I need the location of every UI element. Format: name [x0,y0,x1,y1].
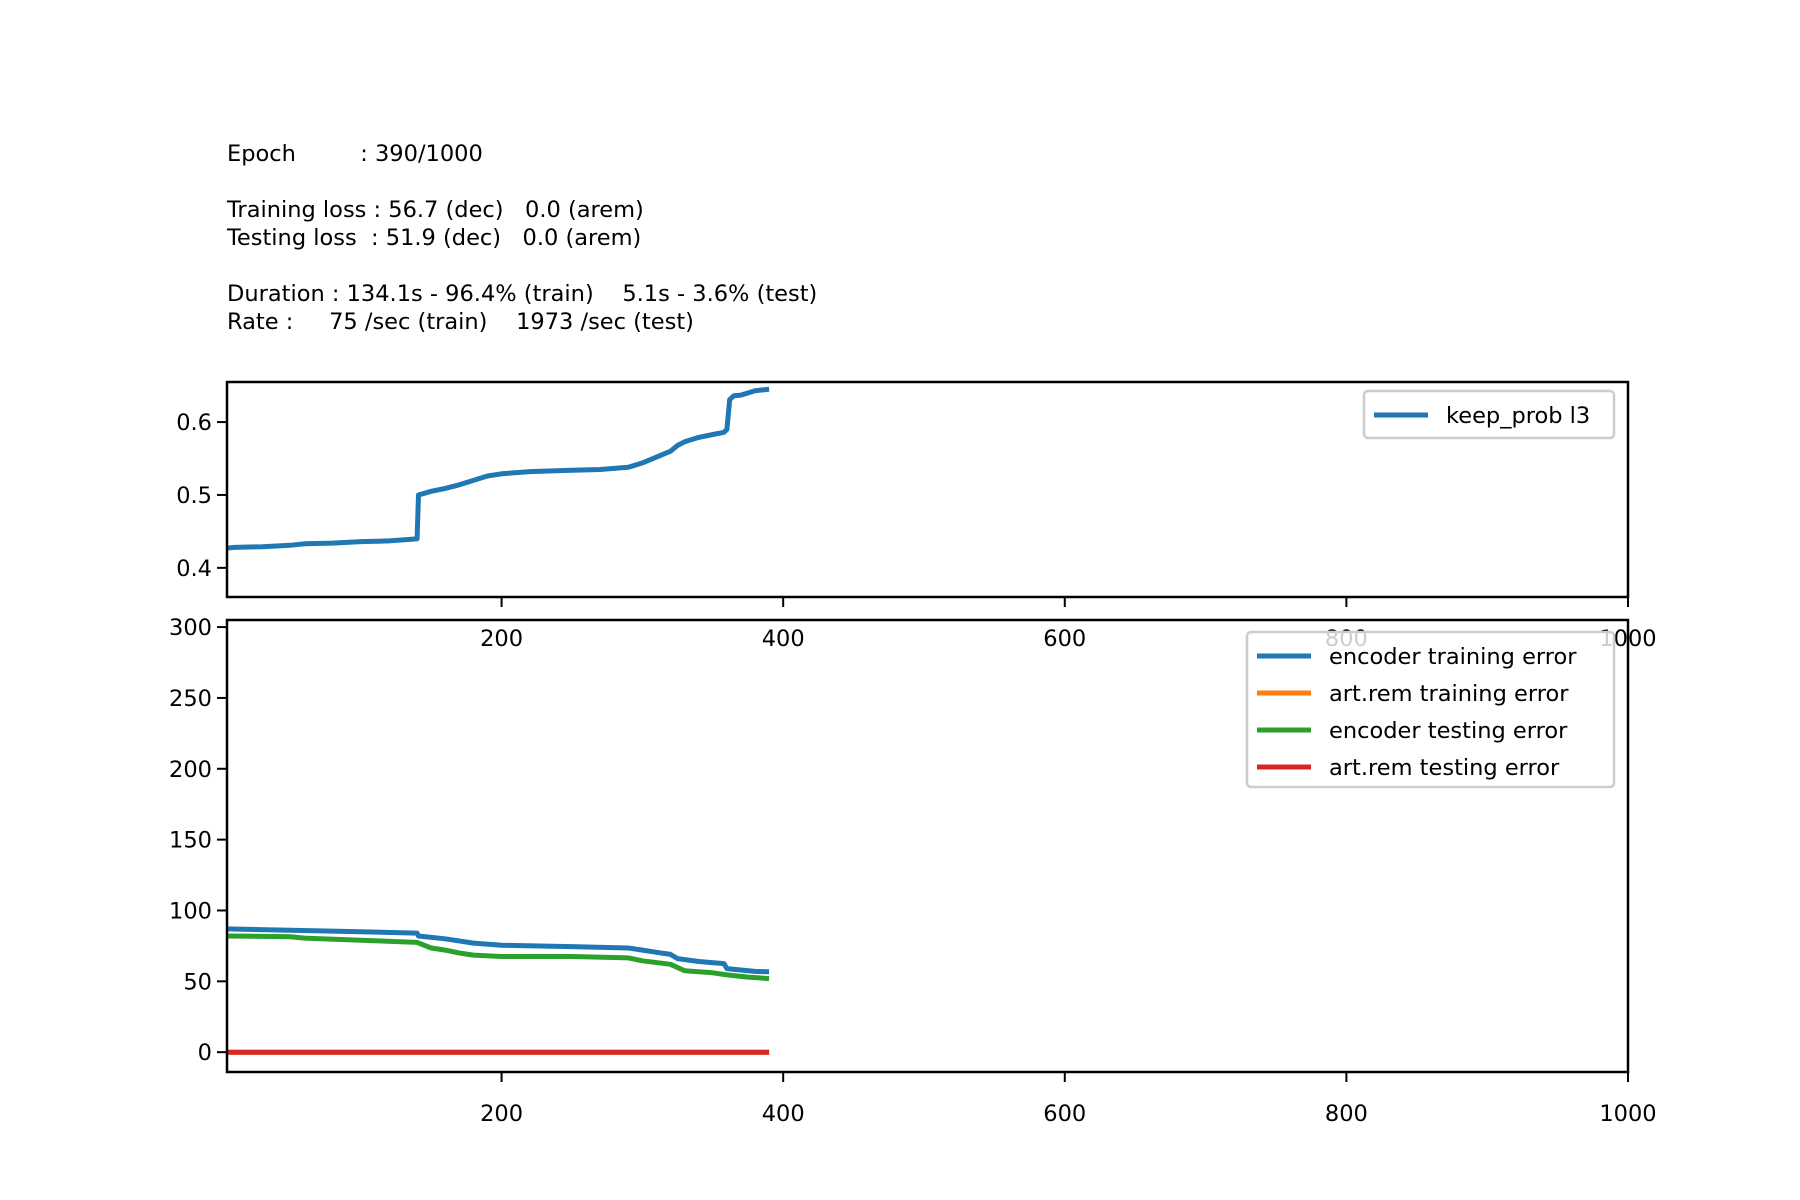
epoch-line: Epoch : 390/1000 [227,141,483,167]
y-tick-label: 250 [169,686,212,712]
x-tick-label: 600 [1043,1101,1086,1127]
training-loss-line: Training loss : 56.7 (dec) 0.0 (arem) [227,197,644,223]
y-tick-label: 50 [183,969,212,995]
legend: keep_prob l3 [1362,389,1616,440]
y-tick-label: 0 [198,1040,212,1066]
series-line-3 [226,933,770,982]
training-summary: Epoch : 390/1000 Training loss : 56.7 (d… [227,140,817,336]
x-tick-label: 800 [1325,1101,1368,1127]
x-tick-label: 200 [480,1101,523,1127]
series-line-1 [226,926,770,975]
legend-label: encoder testing error [1329,718,1568,744]
plot-frame [225,618,1630,1074]
y-tick-label: 200 [169,757,212,783]
legend: encoder training error art.rem training e… [1245,630,1616,789]
y-tick-label: 0.4 [176,556,212,582]
x-tick-label: 200 [480,626,523,652]
chart-2: 200 400 600 800 1000 0 50 100 150 200 250 300 encode… [169,615,1657,1127]
testing-loss-line: Testing loss : 51.9 (dec) 0.0 (arem) [227,225,642,251]
x-tick-label: 1000 [1599,1101,1656,1127]
y-tick-label: 150 [169,828,212,854]
x-tick-label: 400 [762,1101,805,1127]
plot-frame [225,380,1630,599]
y-tick-label: 300 [169,615,212,641]
legend-box [1362,389,1616,440]
y-tick-label: 100 [169,898,212,924]
y-tick-label: 0.6 [176,410,212,436]
legend-label: encoder training error [1329,644,1577,670]
y-tick-label: 0.5 [176,483,212,509]
series-line-1 [226,386,770,551]
rate-line: Rate : 75 /sec (train) 1973 /sec (test) [227,309,694,335]
legend-label: keep_prob l3 [1446,403,1590,429]
legend-box [1245,630,1616,789]
x-tick-label: 400 [762,626,805,652]
legend-label: art.rem training error [1329,681,1569,707]
x-tick-label: 600 [1043,626,1086,652]
legend-label: art.rem testing error [1329,755,1560,781]
duration-line: Duration : 134.1s - 96.4% (train) 5.1s -… [227,281,818,307]
